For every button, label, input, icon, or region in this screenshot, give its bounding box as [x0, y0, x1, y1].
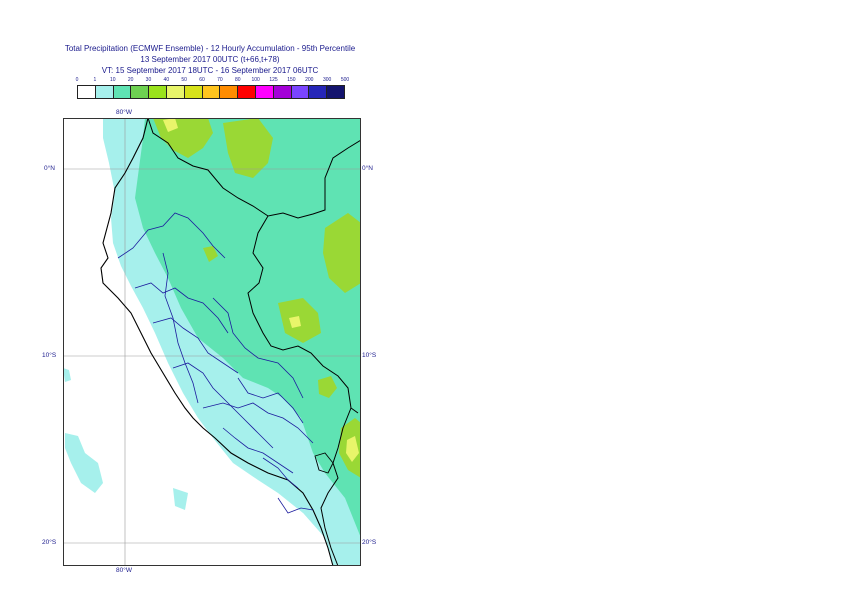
legend-threshold-label: 20: [127, 77, 134, 83]
legend-swatch-125-150: [273, 86, 292, 98]
precip-spot-yellow-center: [289, 316, 301, 328]
legend-threshold-label: 100: [251, 77, 260, 83]
legend-swatch-30-40: [149, 86, 167, 98]
precip-area-green-ne: [223, 118, 273, 178]
region-border-5: [202, 402, 314, 444]
legend-swatch-10-20: [113, 86, 132, 98]
map-frame: [63, 118, 361, 566]
legend-threshold-label: 200: [305, 77, 314, 83]
legend-threshold-label: 1: [93, 77, 97, 83]
legend-swatch-40-50: [166, 86, 185, 98]
border-peru-brazil: [247, 215, 359, 414]
precip-spot-yellow-north: [163, 118, 178, 132]
legend-swatch-200-300: [309, 86, 328, 98]
legend-swatch-300-500: [327, 86, 344, 98]
chart-subtitle-run: 13 September 2017 00UTC (t+66,t+78): [140, 55, 280, 64]
legend-swatch-1-10: [95, 86, 114, 98]
legend-threshold-label: 80: [235, 77, 241, 83]
legend-threshold-label: 0: [75, 77, 79, 83]
lat-label-0n-right: 0°N: [362, 165, 373, 172]
legend-color-bar: [77, 85, 345, 99]
chart-subtitle-valid: VT: 15 September 2017 18UTC - 16 Septemb…: [101, 66, 319, 75]
legend-swatch-60-70: [202, 86, 221, 98]
precip-patch-offshore-3: [63, 368, 71, 382]
border-peru-bolivia: [320, 407, 352, 566]
legend-threshold-label: 30: [145, 77, 152, 83]
color-legend: 0 1 10 20 30 40 50 60 70 80 100 125 150 200 300 500: [75, 77, 349, 101]
precip-area-mint: [135, 118, 361, 538]
legend-threshold-label: 40: [163, 77, 170, 83]
legend-threshold-label: 300: [322, 77, 332, 83]
legend-threshold-label: 500: [340, 77, 350, 83]
region-border-2: [134, 282, 229, 334]
lat-label-20s-left: 20°S: [42, 539, 57, 546]
precip-area-green-east: [323, 213, 361, 293]
region-border-11: [277, 497, 314, 514]
unshaded-south: [268, 513, 333, 566]
lake-titicaca: [314, 452, 334, 474]
chart-title: Total Precipitation (ECMWF Ensemble) - 1…: [64, 44, 356, 53]
region-border-north: [117, 212, 226, 259]
regional-borders: [117, 212, 314, 514]
lon-label-top: 80°W: [116, 109, 132, 116]
lon-label-bottom: 80°W: [116, 567, 132, 574]
legend-swatch-20-30: [131, 86, 150, 98]
region-border-4: [172, 362, 274, 449]
legend-swatch-150-200: [291, 86, 310, 98]
lat-label-20s-right: 20°S: [362, 539, 377, 546]
legend-threshold-label: 50: [181, 77, 187, 83]
precip-area-green-small: [203, 246, 218, 262]
legend-swatch-100-125: [255, 86, 274, 98]
lat-label-10s-left: 10°S: [42, 352, 57, 359]
region-border-6: [162, 252, 199, 404]
precip-patch-offshore-2: [173, 488, 188, 510]
legend-threshold-label: 10: [109, 77, 116, 83]
precip-area-green-mid: [318, 376, 337, 398]
region-border-9: [222, 427, 294, 474]
legend-threshold-label: 70: [217, 77, 223, 83]
border-ecuador-colombia-peru: [147, 118, 361, 219]
legend-swatch-0-1: [78, 86, 96, 98]
region-border-8: [237, 377, 304, 424]
region-border-7: [212, 297, 304, 399]
region-border-3: [152, 317, 239, 374]
legend-threshold-label: 125: [269, 77, 278, 83]
precip-patch-offshore: [65, 433, 103, 493]
lat-label-10s-right: 10°S: [362, 352, 377, 359]
legend-threshold-label: 150: [287, 77, 296, 83]
precip-spot-yellow-se: [346, 436, 359, 462]
legend-swatch-50-60: [184, 86, 203, 98]
legend-threshold-label: 60: [199, 77, 205, 83]
lat-label-0n-left: 0°N: [44, 165, 55, 172]
region-border-10: [262, 457, 299, 489]
precipitation-map: [63, 118, 361, 566]
legend-swatch-80-100: [238, 86, 256, 98]
legend-swatch-70-80: [220, 86, 239, 98]
